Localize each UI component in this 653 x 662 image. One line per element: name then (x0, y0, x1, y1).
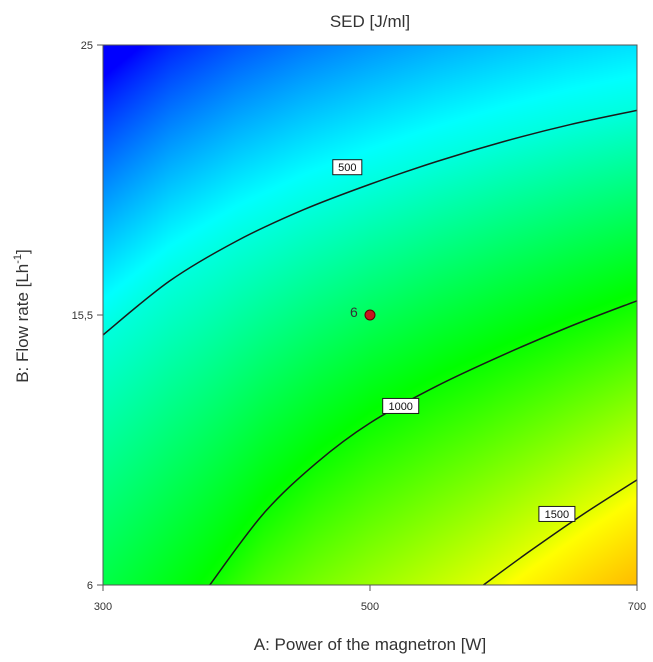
contour-label-1000: 1000 (382, 397, 420, 414)
contour-label-box (332, 159, 363, 176)
design-point (364, 309, 376, 321)
x-axis: 300 500 700 (94, 585, 646, 613)
y-axis-title-text: B: Flow rate (13, 287, 32, 382)
plot-area: 500 1000 1500 6 (102, 44, 638, 586)
y-tick-label: 6 (87, 580, 93, 592)
x-tick-label: 300 (94, 601, 112, 613)
y-axis: 6 15,5 25 (72, 40, 103, 592)
contour-line-500 (103, 109, 637, 336)
contour-label-layer: 500 1000 1500 (332, 159, 576, 522)
contour-label-box (538, 505, 576, 522)
contour-label-text: 1500 (545, 509, 569, 521)
y-axis-title-exponent: -1 (12, 254, 24, 264)
x-tick-label: 500 (361, 601, 379, 613)
y-axis-title-close: ] (13, 249, 32, 254)
contour-label-1500: 1500 (538, 505, 576, 522)
chart-title: SED [J/ml] (330, 12, 410, 31)
x-tick-label: 700 (628, 601, 646, 613)
y-tick-label: 15,5 (72, 310, 93, 322)
design-point-label: 6 (350, 304, 358, 320)
y-tick-label: 25 (81, 40, 93, 52)
design-point-layer: 6 (350, 304, 376, 321)
contour-label-text: 500 (338, 162, 356, 174)
contour-label-box (382, 397, 420, 414)
y-axis-title-unit: [Lh (13, 264, 32, 288)
contour-line-1500 (483, 479, 637, 585)
contour-label-text: 1000 (388, 401, 412, 413)
y-axis-title: B: Flow rate [Lh-1] (12, 249, 32, 383)
x-axis-title: A: Power of the magnetron [W] (254, 635, 486, 654)
contour-label-500: 500 (332, 159, 363, 176)
